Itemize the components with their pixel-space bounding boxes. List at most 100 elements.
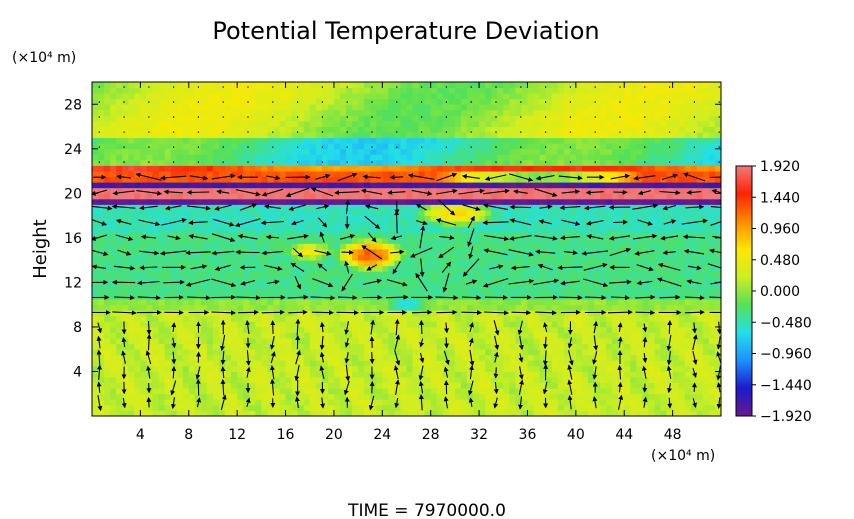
heatmap-cell <box>551 343 559 350</box>
heatmap-cell <box>352 287 359 294</box>
heatmap-cell <box>630 365 637 372</box>
heatmap-cell <box>630 215 637 222</box>
heatmap-cell <box>702 215 710 222</box>
heatmap-cell <box>225 315 232 322</box>
heatmap-cell <box>200 365 208 372</box>
heatmap-cell <box>128 148 135 155</box>
heatmap-cell <box>116 293 123 300</box>
heatmap-cell <box>352 148 359 155</box>
heatmap-cell <box>497 176 504 183</box>
heatmap-cell <box>261 254 268 261</box>
heatmap-cell <box>624 360 631 367</box>
heatmap-cell <box>479 182 486 189</box>
heatmap-cell <box>122 354 129 361</box>
heatmap-cell <box>569 343 577 350</box>
heatmap-cell <box>249 304 256 311</box>
heatmap-cell <box>140 404 147 411</box>
heatmap-cell <box>188 371 196 378</box>
heatmap-cell <box>509 198 516 205</box>
heatmap-cell <box>291 349 299 356</box>
heatmap-cell <box>606 299 613 306</box>
heatmap-cell <box>684 399 692 406</box>
heatmap-cell <box>321 182 329 189</box>
heatmap-cell <box>600 293 607 300</box>
heatmap-cell <box>648 349 655 356</box>
heatmap-cell <box>98 287 105 294</box>
heatmap-cell <box>339 221 347 228</box>
heatmap-cell <box>237 260 244 267</box>
heatmap-cell <box>327 154 335 161</box>
heatmap-cell <box>533 304 540 311</box>
heatmap-cell <box>521 354 528 361</box>
heatmap-cell <box>521 365 528 372</box>
heatmap-cell <box>237 315 244 322</box>
heatmap-cell <box>279 410 286 416</box>
heatmap-cell <box>303 343 311 350</box>
heatmap-cell <box>473 243 480 250</box>
heatmap-cell <box>460 204 468 211</box>
heatmap-cell <box>696 404 704 411</box>
heatmap-cell <box>684 243 692 250</box>
heatmap-cell <box>454 360 462 367</box>
heatmap-cell <box>545 343 553 350</box>
heatmap-cell <box>460 388 468 395</box>
heatmap-cell <box>382 388 389 395</box>
heatmap-cell <box>642 176 649 183</box>
heatmap-cell <box>672 326 680 333</box>
heatmap-cell <box>418 159 426 166</box>
heatmap-cell <box>630 260 637 267</box>
heatmap-cell <box>666 176 674 183</box>
heatmap-cell <box>140 187 147 194</box>
heatmap-cell <box>503 198 510 205</box>
heatmap-cell <box>237 243 244 250</box>
heatmap-cell <box>630 226 637 233</box>
heatmap-cell <box>267 159 274 166</box>
heatmap-cell <box>503 393 510 400</box>
heatmap-cell <box>273 282 280 289</box>
heatmap-cell <box>593 310 601 317</box>
heatmap-cell <box>503 377 510 383</box>
heatmap-cell <box>442 271 450 278</box>
heatmap-cell <box>678 377 686 383</box>
heatmap-cell <box>352 193 359 200</box>
heatmap-cell <box>412 343 419 350</box>
heatmap-cell <box>291 249 299 255</box>
heatmap-cell <box>497 343 504 350</box>
heatmap-cell <box>575 382 583 389</box>
heatmap-cell <box>98 187 105 194</box>
heatmap-cell <box>303 365 311 372</box>
heatmap-cell <box>261 221 268 228</box>
heatmap-cell <box>400 237 407 244</box>
heatmap-cell <box>225 326 232 333</box>
heatmap-cell <box>279 293 286 300</box>
heatmap-cell <box>515 304 522 311</box>
heatmap-cell <box>448 293 456 300</box>
heatmap-cell <box>146 165 153 172</box>
heatmap-cell <box>527 299 534 306</box>
heatmap-cell <box>237 393 244 400</box>
heatmap-cell <box>146 282 153 289</box>
heatmap-cell <box>545 371 553 378</box>
heatmap-cell <box>249 237 256 244</box>
heatmap-cell <box>388 232 395 239</box>
heatmap-cell <box>194 171 202 178</box>
heatmap-cell <box>285 326 292 333</box>
heatmap-cell <box>158 371 165 378</box>
heatmap-cell <box>581 243 589 250</box>
heatmap-cell <box>212 249 220 255</box>
heatmap-cell <box>346 187 353 194</box>
heatmap-cell <box>219 260 226 267</box>
heatmap-cell <box>321 265 329 272</box>
heatmap-cell <box>358 215 365 222</box>
heatmap-cell <box>158 332 165 339</box>
heatmap-cell <box>690 299 698 306</box>
heatmap-cell <box>182 254 190 261</box>
heatmap-cell <box>424 321 432 328</box>
heatmap-cell <box>122 299 129 306</box>
heatmap-cell <box>509 221 516 228</box>
heatmap-cell <box>636 388 643 395</box>
heatmap-cell <box>666 226 674 233</box>
heatmap-cell <box>672 410 680 416</box>
heatmap-cell <box>702 260 710 267</box>
heatmap-cell <box>182 315 190 322</box>
